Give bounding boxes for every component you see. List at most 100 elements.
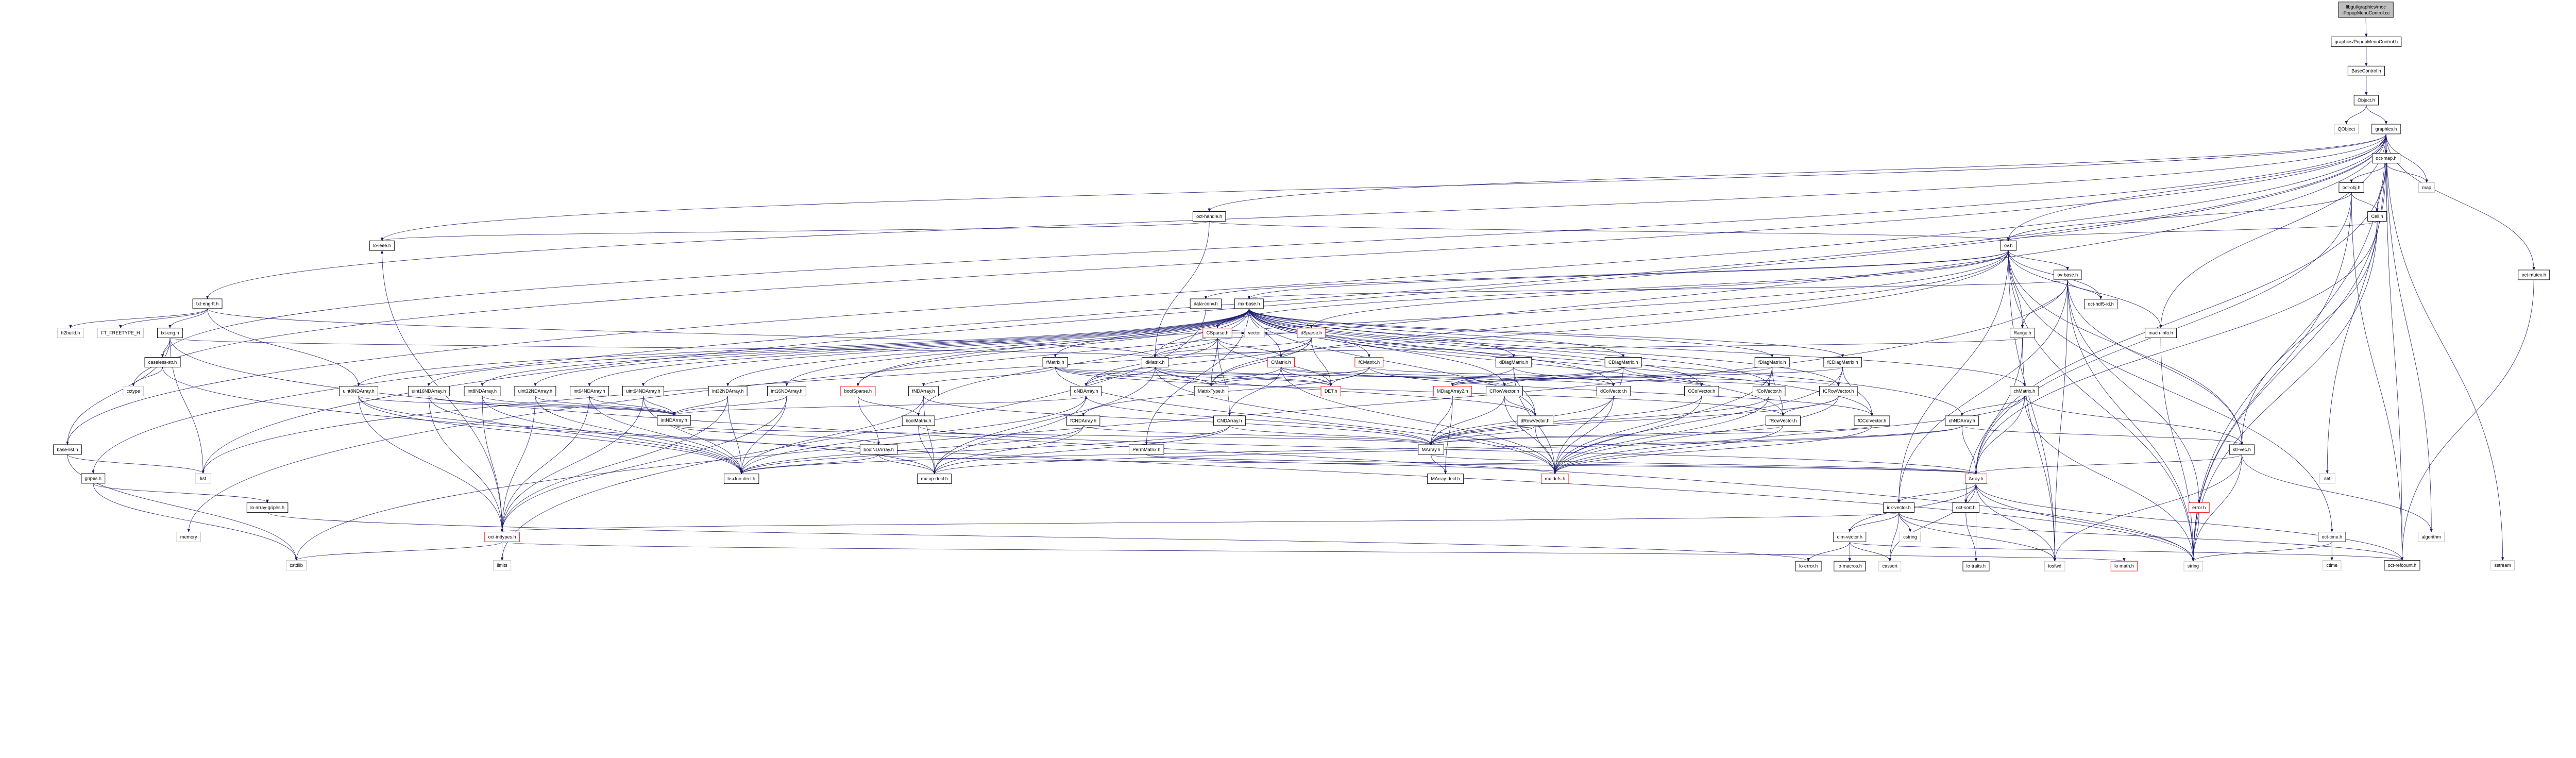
node-cell-h[interactable]: Cell.h — [2367, 211, 2387, 222]
node-string[interactable]: string — [2183, 561, 2203, 571]
node-boolndarray-h[interactable]: boolNDArray.h — [859, 444, 898, 455]
node-int64ndarray-h[interactable]: int64NDArray.h — [570, 386, 609, 396]
node-intndarray-h[interactable]: intNDArray.h — [657, 415, 691, 426]
node-oct-hdf5-id-h[interactable]: oct-hdf5-id.h — [2084, 299, 2118, 310]
node-ov-base-h[interactable]: ov-base.h — [2054, 269, 2082, 280]
node-ov-h[interactable]: ov.h — [2000, 240, 2016, 251]
node-drowvector-h[interactable]: dRowVector.h — [1517, 415, 1553, 426]
node-array-h[interactable]: Array.h — [1964, 474, 1987, 484]
node-dcolvector-h[interactable]: dColVector.h — [1596, 386, 1631, 396]
node-vector[interactable]: vector — [1244, 328, 1265, 339]
node-algorithm[interactable]: algorithm — [2418, 531, 2445, 542]
node-ccolvector-h[interactable]: CColVector.h — [1684, 386, 1719, 396]
node-caseless-str-h[interactable]: caseless-str.h — [144, 357, 181, 367]
node-sstream[interactable]: sstream — [2490, 560, 2515, 571]
node-list[interactable]: list — [195, 473, 211, 484]
node-boolsparse-h[interactable]: boolSparse.h — [840, 386, 876, 396]
node-dsparse-h[interactable]: dSparse.h — [1297, 328, 1326, 339]
node-fmatrix-h[interactable]: fMatrix.h — [1042, 357, 1068, 367]
node-basecontrol-h[interactable]: BaseControl.h — [2347, 65, 2385, 76]
node-mx-op-decl-h[interactable]: mx-op-decl.h — [917, 474, 952, 484]
node-gripes-h[interactable]: gripes.h — [81, 473, 106, 484]
node-oct-handle-h[interactable]: oct-handle.h — [1192, 211, 1226, 222]
node-graphics-h[interactable]: graphics.h — [2371, 124, 2401, 134]
node-int8ndarray-h[interactable]: int8NDArray.h — [464, 386, 501, 396]
node-fndarray-h[interactable]: fNDArray.h — [908, 386, 939, 396]
node-mx-defs-h[interactable]: mx-defs.h — [1541, 474, 1569, 484]
node-int32ndarray-h[interactable]: int32NDArray.h — [708, 386, 748, 396]
node-oct-map-h[interactable]: oct-map.h — [2372, 153, 2400, 164]
node-marray-decl-h[interactable]: MArray-decl.h — [1427, 474, 1464, 484]
node-dmatrix-h[interactable]: dMatrix.h — [1142, 357, 1168, 367]
node-map[interactable]: map — [2418, 182, 2435, 193]
node-dndarray-h[interactable]: dNDArray.h — [1070, 386, 1102, 396]
node-uint16ndarray-h[interactable]: uint16NDArray.h — [408, 386, 450, 396]
node-txt-eng-h[interactable]: txt-eng.h — [157, 328, 183, 339]
node-ctime[interactable]: ctime — [2323, 560, 2342, 571]
node-frowvector-h[interactable]: fRowVector.h — [1765, 415, 1801, 426]
node-mx-base-h[interactable]: mx-base.h — [1234, 298, 1264, 309]
node-mach-info-h[interactable]: mach-info.h — [2145, 328, 2177, 339]
node-fcndarray-h[interactable]: fCNDArray.h — [1066, 415, 1100, 426]
node-lo-error-h[interactable]: lo-error.h — [1795, 561, 1822, 571]
node-dim-vector-h[interactable]: dim-vector.h — [1833, 531, 1867, 542]
node-oct-time-h[interactable]: oct-time.h — [2318, 531, 2346, 542]
node-cstdlib[interactable]: cstdlib — [285, 560, 307, 571]
node-cdiagmatrix-h[interactable]: CDiagMatrix.h — [1604, 357, 1642, 367]
node-det-h[interactable]: DET.h — [1320, 386, 1341, 396]
node-fccolvector-h[interactable]: fCColVector.h — [1854, 415, 1890, 426]
node-csparse-h[interactable]: CSparse.h — [1202, 328, 1232, 339]
node-lo-macros-h[interactable]: lo-macros.h — [1834, 561, 1866, 571]
node-marray-h[interactable]: MArray.h — [1418, 444, 1444, 455]
node-matrixtype-h[interactable]: MatrixType.h — [1194, 386, 1229, 396]
node-cndarray-h[interactable]: CNDArray.h — [1213, 415, 1246, 426]
node-base-list-h[interactable]: base-list.h — [53, 444, 82, 455]
node-ddiagmatrix-h[interactable]: dDiagMatrix.h — [1495, 357, 1532, 367]
node-ft2build-h[interactable]: ft2build.h — [57, 328, 84, 339]
node-cmatrix-h[interactable]: CMatrix.h — [1267, 357, 1295, 367]
node-cassert[interactable]: cassert — [1878, 561, 1902, 571]
node-lo-traits-h[interactable]: lo-traits.h — [1962, 561, 1990, 571]
node-oct-inttypes-h[interactable]: oct-inttypes.h — [484, 531, 520, 542]
node-idx-vector-h[interactable]: idx-vector.h — [1883, 502, 1915, 513]
node-lo-array-gripes-h[interactable]: lo-array-gripes.h — [246, 502, 289, 513]
node-crowvector-h[interactable]: CRowVector.h — [1485, 386, 1523, 396]
node-fdiagmatrix-h[interactable]: fDiagMatrix.h — [1754, 357, 1790, 367]
node-iosfwd[interactable]: iosfwd — [2044, 561, 2065, 571]
node-oct-refcount-h[interactable]: oct-refcount.h — [2384, 560, 2420, 571]
node-bsxfun-decl-h[interactable]: bsxfun-decl.h — [723, 474, 759, 484]
node-uint8ndarray-h[interactable]: uint8NDArray.h — [339, 386, 379, 396]
node-uint32ndarray-h[interactable]: uint32NDArray.h — [514, 386, 556, 396]
node-oct-obj-h[interactable]: oct-obj.h — [2338, 182, 2364, 193]
node-uint64ndarray-h[interactable]: uint64NDArray.h — [622, 386, 664, 396]
node-chndarray-h[interactable]: chNDArray.h — [1945, 415, 1979, 426]
node-cstring[interactable]: cstring — [1899, 531, 1921, 542]
node-lo-math-h[interactable]: lo-math.h — [2110, 561, 2138, 571]
node-memory[interactable]: memory — [176, 531, 201, 542]
node-oct-sort-h[interactable]: oct-sort.h — [1952, 502, 1979, 513]
node-permmatrix-h[interactable]: PermMatrix.h — [1129, 444, 1164, 455]
node-cctype[interactable]: cctype — [123, 386, 144, 396]
node-fcdiagmatrix-h[interactable]: fCDiagMatrix.h — [1823, 357, 1862, 367]
node-limits[interactable]: limits — [493, 560, 512, 571]
node-set[interactable]: set — [2319, 473, 2335, 484]
node-graphics-popupmenucontrol-h[interactable]: graphics/PopupMenuControl.h — [2331, 37, 2402, 47]
node-range-h[interactable]: Range.h — [2010, 328, 2035, 339]
node-chmatrix-h[interactable]: chMatrix.h — [2010, 386, 2039, 396]
node-str-vec-h[interactable]: str-vec.h — [2229, 444, 2255, 455]
node-data-conv-h[interactable]: data-conv.h — [1190, 298, 1222, 309]
node-fcmatrix-h[interactable]: fCMatrix.h — [1354, 357, 1384, 367]
node-object-h[interactable]: Object.h — [2353, 95, 2379, 106]
node-oct-mutex-h[interactable]: oct-mutex.h — [2518, 269, 2550, 280]
node-int16ndarray-h[interactable]: int16NDArray.h — [767, 386, 806, 396]
node-txt-eng-ft-h[interactable]: txt-eng-ft.h — [192, 298, 223, 309]
node-fcrowvector-h[interactable]: fCRowVector.h — [1819, 386, 1858, 396]
node-fcolvector-h[interactable]: fColVector.h — [1752, 386, 1786, 396]
node-root[interactable]: libgui/graphics/moc-PopupMenuControl.cc — [2338, 2, 2394, 18]
node-mdiagarray2-h[interactable]: MDiagArray2.h — [1433, 386, 1472, 396]
node-qobject[interactable]: QObject — [2334, 124, 2359, 134]
node-lo-ieee-h[interactable]: lo-ieee.h — [369, 240, 395, 251]
node-error-h[interactable]: error.h — [2188, 502, 2210, 513]
node-ft-freetype-h[interactable]: FT_FREETYPE_H — [97, 328, 144, 339]
node-boolmatrix-h[interactable]: boolMatrix.h — [902, 415, 935, 426]
